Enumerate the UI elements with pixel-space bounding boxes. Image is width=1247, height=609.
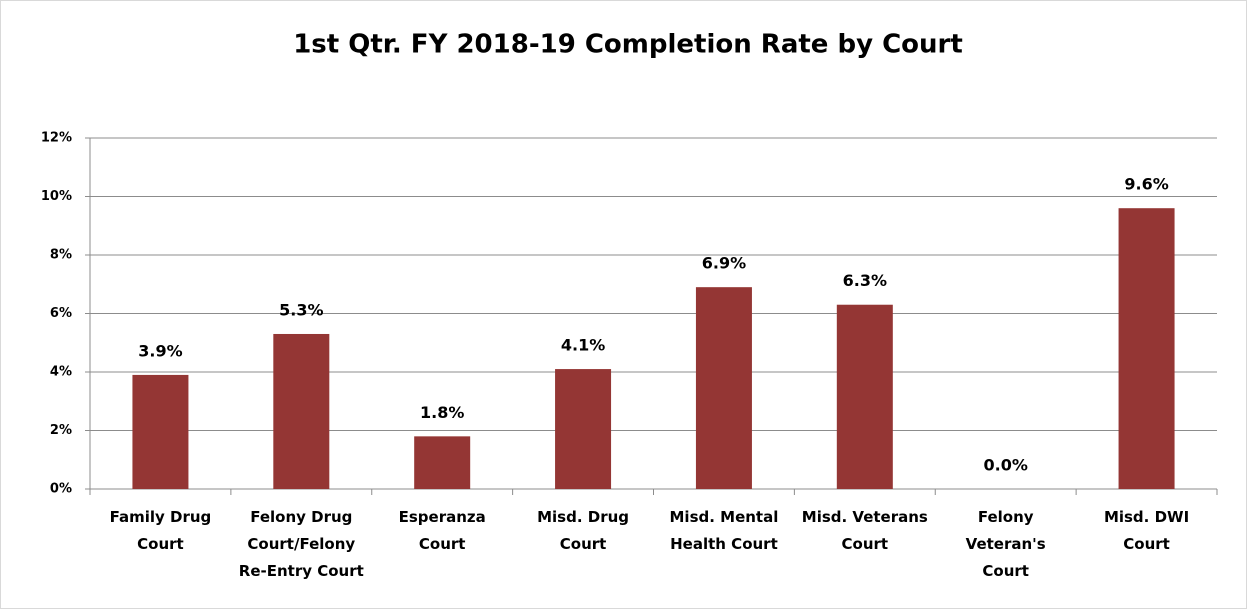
x-tick-label: Felony Veteran's Court [965,508,1046,580]
bar [414,436,471,489]
x-tick-label: Misd. Drug Court [537,508,630,553]
bar [695,287,752,489]
data-label: 1.8% [420,403,464,422]
bar [1118,208,1175,489]
y-tick-label: 10% [41,189,72,204]
y-tick-label: 6% [50,306,72,321]
data-label: 6.9% [702,254,746,273]
x-tick-label: Esperanza Court [398,508,486,553]
x-tick-label: Misd. Veterans Court [801,508,928,553]
bar [555,369,612,489]
data-label: 0.0% [984,456,1028,475]
x-tick-label: Misd. DWI Court [1103,508,1190,553]
y-tick-label: 0% [50,482,72,497]
bar [132,374,189,489]
x-tick-label: Felony Drug Court/Felony Re-Entry Court [238,508,364,580]
data-label: 6.3% [843,271,887,290]
bar [836,304,893,489]
data-label: 5.3% [279,300,323,319]
x-tick-label: Misd. Mental Health Court [669,508,779,553]
y-tick-label: 4% [50,365,72,380]
bar [273,333,330,489]
y-tick-label: 12% [41,131,72,146]
data-label: 3.9% [138,341,182,360]
data-label: 4.1% [561,336,605,355]
y-tick-label: 2% [50,423,72,438]
y-tick-label: 8% [50,248,72,263]
chart-title: 1st Qtr. FY 2018-19 Completion Rate by C… [293,30,963,60]
data-label: 9.6% [1124,175,1168,194]
x-tick-label: Family Drug Court [109,508,212,553]
